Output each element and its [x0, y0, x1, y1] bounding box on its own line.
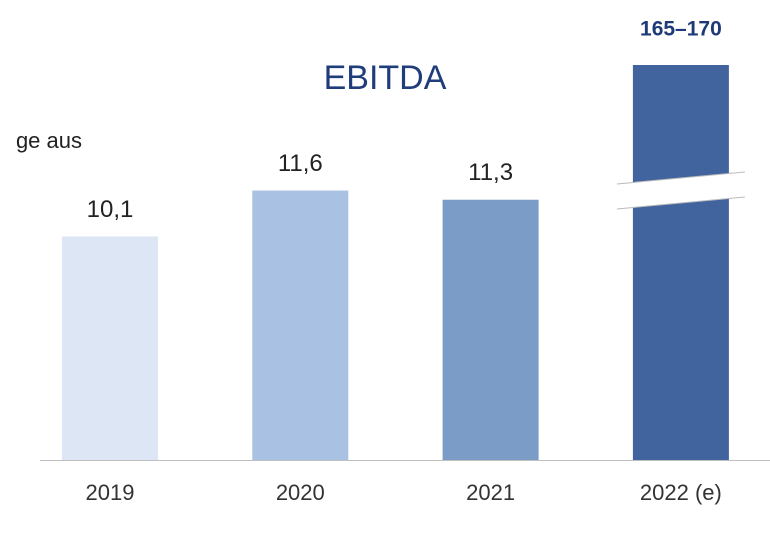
x-tick-label: 2020	[276, 480, 325, 505]
value-label: 165–170	[640, 18, 722, 41]
axis-break-edge	[616, 171, 745, 185]
bar	[442, 199, 539, 460]
x-tick-label: 2021	[466, 480, 515, 505]
chart-title: EBITDA	[324, 59, 447, 97]
bar	[252, 190, 349, 460]
bar	[62, 236, 158, 460]
value-label: 11,3	[468, 159, 513, 186]
value-label: 11,6	[278, 150, 323, 177]
value-label: 10,1	[87, 196, 134, 223]
annotation: ge aus	[16, 128, 82, 153]
x-tick-label: 2022 (e)	[640, 480, 722, 505]
axis-break-edge	[616, 196, 745, 210]
x-tick-label: 2019	[86, 480, 135, 505]
bar	[632, 65, 729, 460]
